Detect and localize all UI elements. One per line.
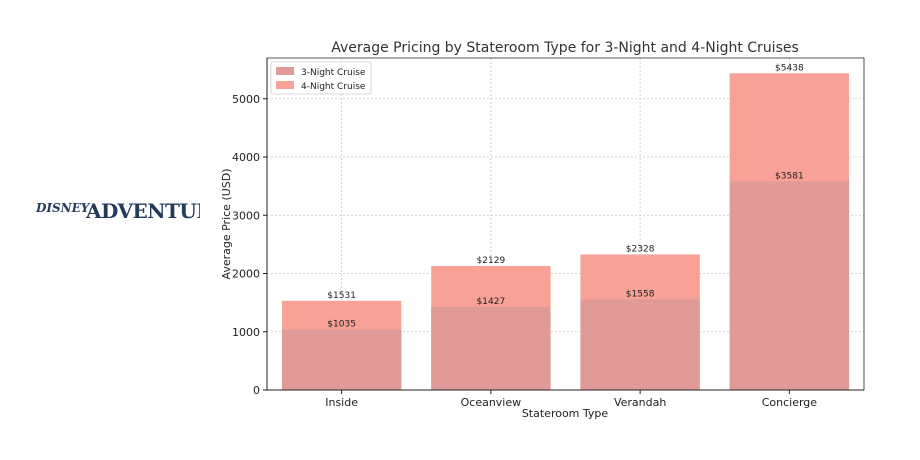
y-tick-label: 0	[253, 384, 260, 397]
bar-3-night-cruise-oceanview	[431, 306, 551, 390]
legend-label: 4-Night Cruise	[301, 82, 366, 92]
disney-adventure-logo: DISNEY ADVENTURE	[35, 199, 200, 223]
x-tick-label-concierge: Concierge	[762, 396, 818, 409]
legend-swatch	[276, 81, 294, 89]
y-tick-label: 5000	[232, 93, 260, 106]
data-label-3-night-cruise-inside: $1035	[327, 320, 356, 330]
bar-3-night-cruise-verandah	[580, 299, 700, 390]
x-axis-title: Stateroom Type	[522, 407, 609, 420]
y-tick-label: 1000	[232, 326, 260, 339]
bar-3-night-cruise-inside	[281, 329, 402, 390]
data-label-3-night-cruise-oceanview: $1427	[477, 297, 506, 307]
y-tick-label: 2000	[232, 268, 260, 281]
x-tick-label-verandah: Verandah	[614, 396, 666, 409]
data-label-3-night-cruise-verandah: $1558	[626, 289, 655, 299]
axes-group: 0 1000 2000 3000 4000 5000 Inside Oceanview Vera…	[232, 57, 865, 409]
bars-group	[281, 73, 850, 391]
y-axis-title: Average Price (USD)	[220, 168, 233, 279]
x-tick-label-oceanview: Oceanview	[461, 396, 522, 409]
legend-swatch	[276, 67, 294, 75]
data-label-4-night-cruise-verandah: $2328	[626, 244, 655, 254]
y-tick-label: 4000	[232, 151, 260, 164]
legend: 3-Night Cruise 4-Night Cruise	[270, 61, 372, 95]
logo-word-adventure: ADVENTURE	[85, 199, 200, 223]
data-label-4-night-cruise-inside: $1531	[327, 291, 356, 301]
bar-3-night-cruise-concierge	[729, 181, 850, 390]
x-tick-label-inside: Inside	[325, 396, 358, 409]
legend-box	[270, 61, 372, 95]
data-label-4-night-cruise-oceanview: $2129	[477, 256, 506, 266]
data-labels-group: $1531 $2129 $2328 $5438 $1035 $1427 $1558 $3581	[327, 63, 804, 329]
data-label-3-night-cruise-concierge: $3581	[775, 171, 804, 181]
y-tick-label: 3000	[232, 209, 260, 222]
legend-label: 3-Night Cruise	[301, 68, 366, 78]
logo-word-disney: DISNEY	[35, 201, 91, 215]
data-label-4-night-cruise-concierge: $5438	[775, 63, 804, 73]
chart-title: Average Pricing by Stateroom Type for 3-…	[331, 40, 799, 56]
